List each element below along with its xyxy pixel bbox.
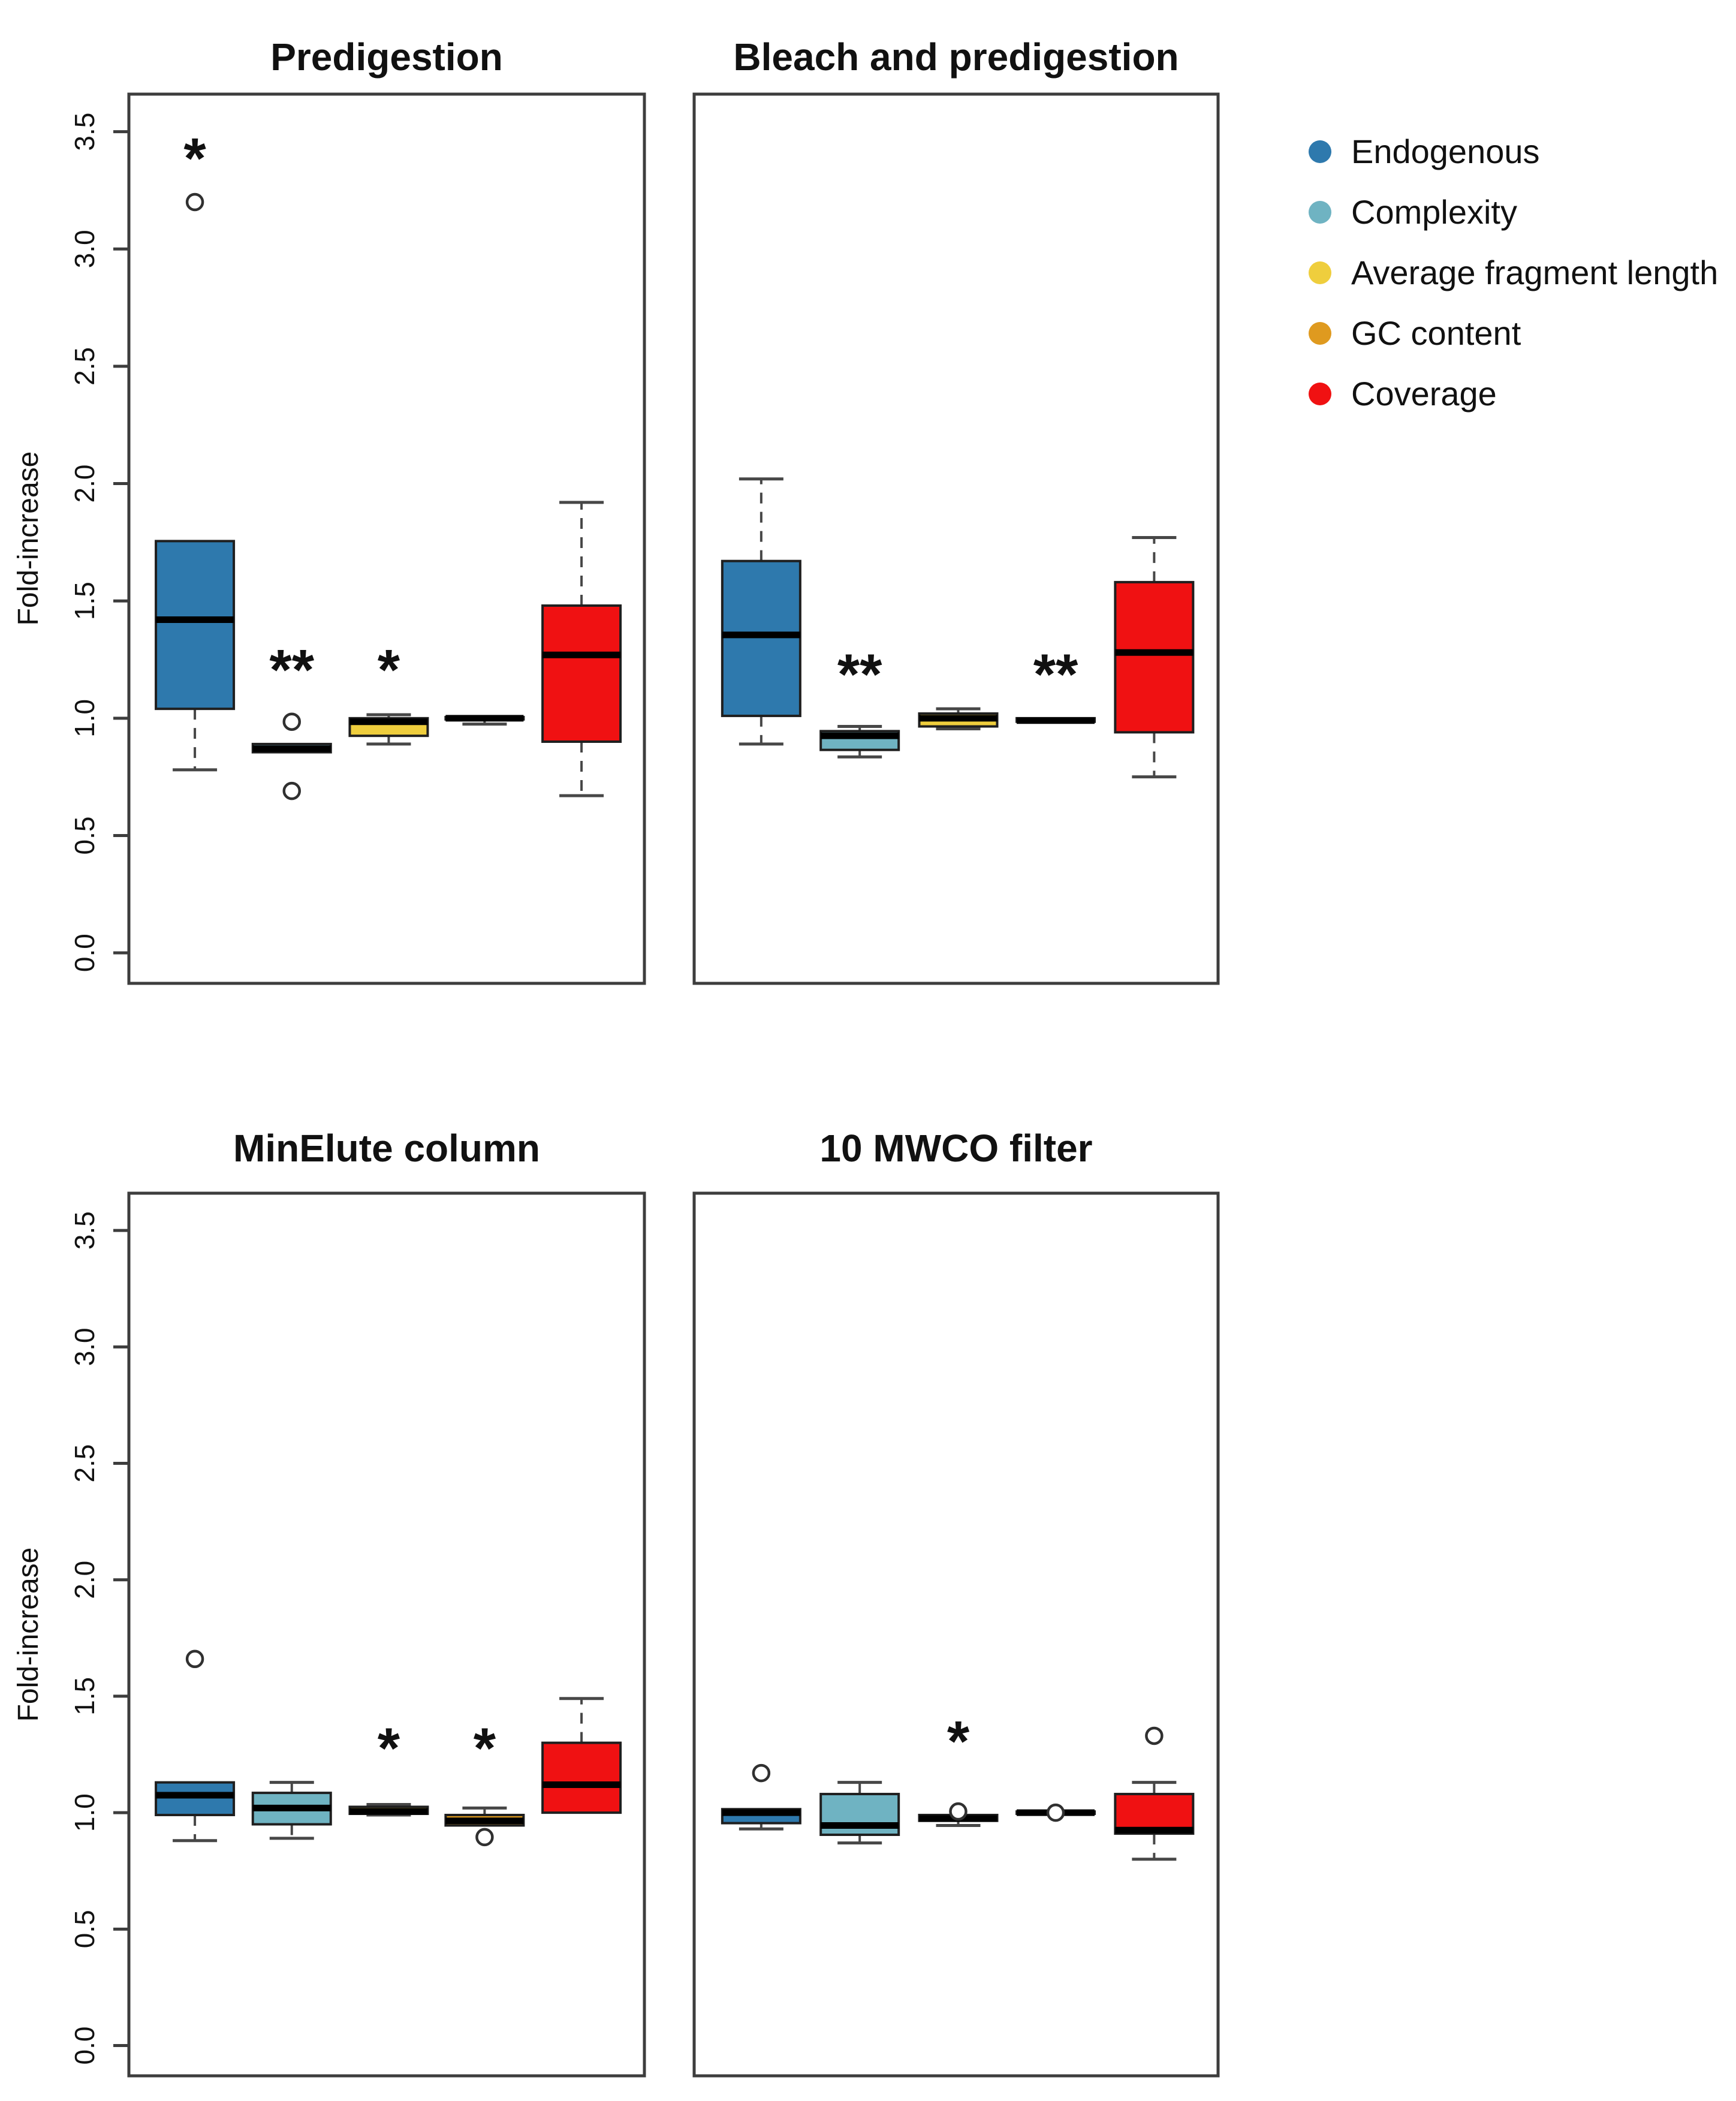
panel-title-bleach-predigestion: Bleach and predigestion [733,35,1179,79]
outlier-point [282,781,302,800]
box-coverage [541,604,622,743]
axis-tick-label: 0.0 [69,934,100,972]
legend-item-label: Coverage [1351,375,1497,413]
boxplot-panel-10-mwco-filter: * [692,1191,1220,2078]
axis-tick-label: 0.0 [69,2027,100,2065]
legend: Endogenous Complexity Average fragment l… [1309,121,1718,424]
legend-item-label: Average fragment length [1351,254,1719,291]
axis-tick-label: 3.5 [69,113,100,151]
legend-item: Coverage [1309,363,1718,424]
box-endogenous [155,540,236,711]
outlier-point [752,1763,771,1783]
legend-item-label: Complexity [1351,193,1517,231]
outlier-point [282,712,302,731]
boxplot-panel-bleach-predigestion: ** ** [692,92,1220,985]
significance-marker: * [378,638,400,702]
axis-tick-label: 0.5 [69,817,100,855]
boxplot-panel-minelute-column: 0.0 0.5 1.0 1.5 2.0 2.5 3.0 3.5 * * [69,1191,646,2078]
legend-item-label: GC content [1351,314,1521,352]
significance-marker: ** [837,643,882,707]
axis-tick-label: 1.0 [69,699,100,738]
outlier-point [1145,1726,1164,1745]
axis-tick-label: 3.5 [69,1211,100,1250]
y-axis-label: Fold-increase [13,1547,44,1722]
outlier-point [1046,1803,1065,1822]
axis-tick-label: 2.0 [69,465,100,503]
legend-item-label: Endogenous [1351,133,1540,170]
legend-item: Complexity [1309,182,1718,242]
outlier-point [185,192,204,212]
box-coverage [541,1741,622,1814]
outlier-point [185,1650,204,1669]
legend-item: GC content [1309,303,1718,363]
legend-color-dot-coverage [1309,382,1331,405]
axis-tick-label: 2.5 [69,1444,100,1483]
axis-tick-label: 2.0 [69,1561,100,1599]
outlier-point [475,1828,494,1847]
axis-tick-label: 1.5 [69,582,100,620]
axis-tick-label: 2.5 [69,347,100,386]
plot-frame [692,92,1220,985]
axis-tick-label: 3.0 [69,230,100,268]
outlier-point [949,1802,968,1821]
boxplot-panel-predigestion: 0.00.51.01.52.02.53.03.5 *** * [69,92,646,985]
axis-tick-label: 1.5 [69,1677,100,1715]
significance-marker: * [947,1709,970,1774]
legend-item: Average fragment length [1309,242,1718,303]
significance-marker: ** [1033,643,1078,707]
plot-frame [692,1191,1220,2078]
panel-title-minelute-column: MinElute column [233,1127,540,1170]
legend-item: Endogenous [1309,121,1718,182]
legend-color-dot-endogenous [1309,140,1331,163]
plot-frame [127,1191,646,2078]
panel-title-predigestion: Predigestion [270,35,503,79]
axis-tick-label: 3.0 [69,1328,100,1366]
box-endogenous [721,559,801,717]
significance-marker: * [474,1717,496,1781]
axis-tick-label: 0.5 [69,1910,100,1948]
box-endogenous [155,1781,236,1817]
y-axis-label: Fold-increase [13,451,44,626]
panel-title-10-mwco-filter: 10 MWCO filter [819,1127,1093,1170]
axis-tick-label: 1.0 [69,1793,100,1832]
plot-frame [127,92,646,985]
significance-marker: * [378,1717,400,1781]
legend-color-dot-average-fragment-length [1309,261,1331,284]
legend-color-dot-complexity [1309,200,1331,224]
significance-marker: ** [269,638,314,702]
significance-marker: * [183,127,206,191]
box-coverage [1114,580,1195,734]
legend-color-dot-gc-content [1309,321,1331,345]
